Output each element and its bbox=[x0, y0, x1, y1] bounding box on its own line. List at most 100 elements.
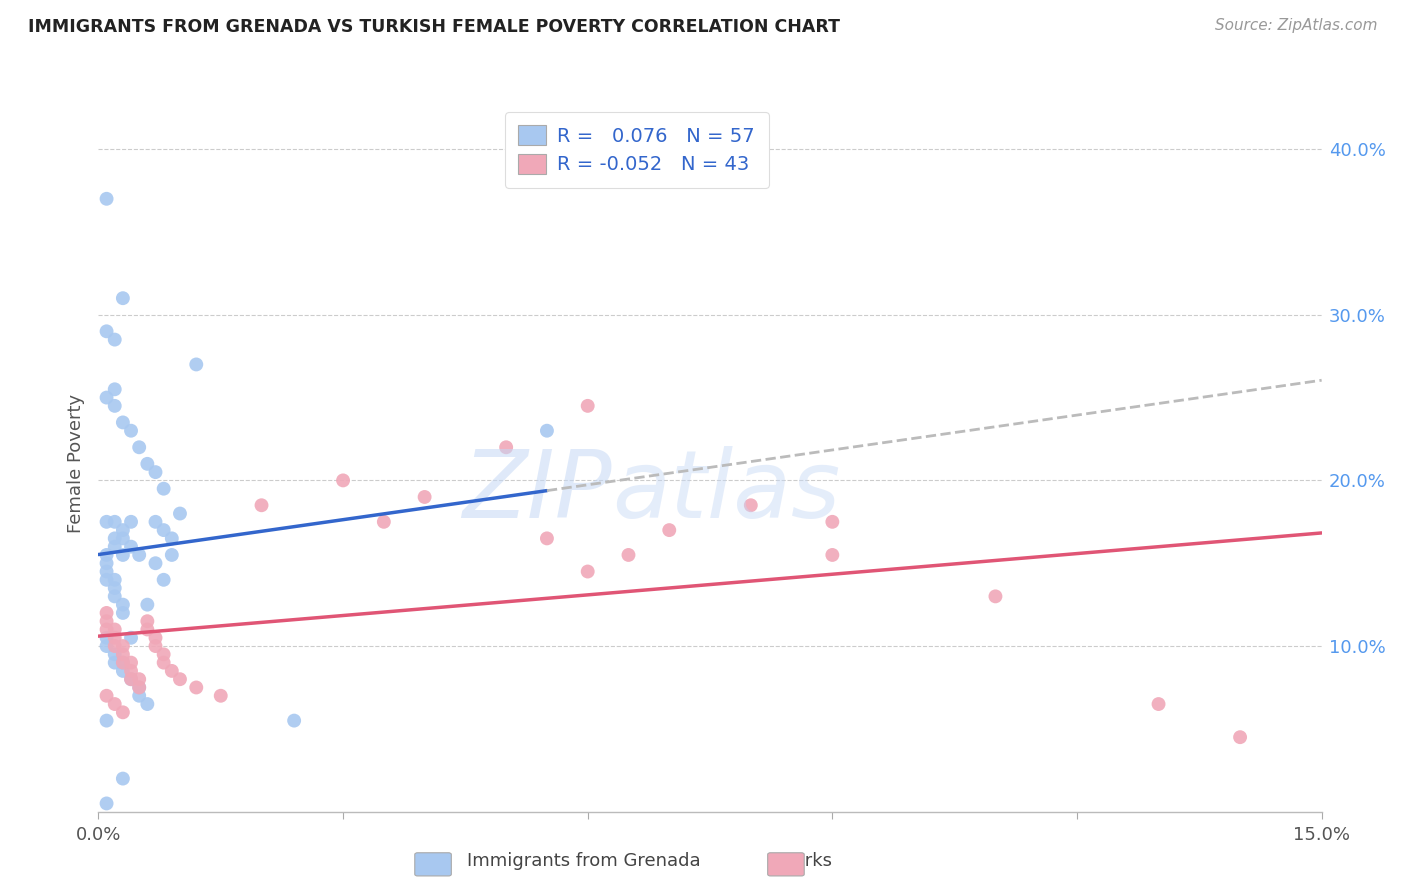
Text: ZIP: ZIP bbox=[463, 446, 612, 537]
Point bbox=[136, 598, 159, 612]
Point bbox=[128, 689, 150, 703]
Point bbox=[111, 772, 134, 786]
Point bbox=[104, 333, 127, 347]
Point bbox=[111, 656, 134, 670]
Text: atlas: atlas bbox=[612, 446, 841, 537]
Point bbox=[111, 416, 134, 430]
Point bbox=[136, 623, 159, 637]
Point bbox=[332, 474, 354, 488]
Point bbox=[96, 714, 118, 728]
Point bbox=[740, 498, 762, 512]
Point bbox=[128, 681, 150, 695]
Point bbox=[821, 548, 844, 562]
Point bbox=[96, 556, 118, 570]
Point bbox=[104, 532, 127, 546]
Point bbox=[104, 581, 127, 595]
Point bbox=[120, 515, 142, 529]
Point bbox=[169, 672, 191, 686]
Point bbox=[136, 614, 159, 628]
Point bbox=[104, 639, 127, 653]
Point bbox=[152, 656, 174, 670]
Point bbox=[104, 573, 127, 587]
Point bbox=[169, 507, 191, 521]
Point bbox=[128, 672, 150, 686]
Point bbox=[186, 681, 208, 695]
Point bbox=[536, 532, 558, 546]
Point bbox=[104, 648, 127, 662]
Point bbox=[658, 523, 681, 537]
Point bbox=[96, 631, 118, 645]
Point bbox=[145, 515, 167, 529]
Point bbox=[1147, 697, 1170, 711]
Legend: R =   0.076   N = 57, R = -0.052   N = 43: R = 0.076 N = 57, R = -0.052 N = 43 bbox=[505, 112, 769, 188]
Point bbox=[120, 672, 142, 686]
Point bbox=[1229, 730, 1251, 744]
Point bbox=[984, 590, 1007, 604]
Point bbox=[152, 523, 174, 537]
Point bbox=[111, 664, 134, 678]
Point bbox=[104, 631, 127, 645]
Point bbox=[104, 540, 127, 554]
Point bbox=[120, 424, 142, 438]
Point bbox=[152, 573, 174, 587]
Point bbox=[111, 291, 134, 305]
Point bbox=[152, 648, 174, 662]
Text: Source: ZipAtlas.com: Source: ZipAtlas.com bbox=[1215, 18, 1378, 33]
Point bbox=[120, 672, 142, 686]
Point bbox=[111, 706, 134, 720]
Point bbox=[128, 440, 150, 454]
Text: Turks: Turks bbox=[785, 852, 832, 870]
Point bbox=[111, 548, 134, 562]
Point bbox=[104, 656, 127, 670]
Y-axis label: Female Poverty: Female Poverty bbox=[66, 394, 84, 533]
Point bbox=[160, 548, 183, 562]
Point bbox=[209, 689, 232, 703]
Point bbox=[160, 664, 183, 678]
Text: IMMIGRANTS FROM GRENADA VS TURKISH FEMALE POVERTY CORRELATION CHART: IMMIGRANTS FROM GRENADA VS TURKISH FEMAL… bbox=[28, 18, 841, 36]
Point bbox=[96, 606, 118, 620]
Point bbox=[104, 697, 127, 711]
Point bbox=[128, 681, 150, 695]
Point bbox=[104, 382, 127, 396]
Point bbox=[128, 548, 150, 562]
Point bbox=[96, 324, 118, 338]
Text: Immigrants from Grenada: Immigrants from Grenada bbox=[467, 852, 700, 870]
Point bbox=[96, 639, 118, 653]
Point bbox=[536, 424, 558, 438]
Point bbox=[120, 656, 142, 670]
Point bbox=[145, 556, 167, 570]
Point bbox=[96, 192, 118, 206]
Point bbox=[111, 598, 134, 612]
Point bbox=[136, 697, 159, 711]
Point bbox=[617, 548, 640, 562]
Point bbox=[111, 648, 134, 662]
Point bbox=[495, 440, 517, 454]
Point bbox=[576, 565, 599, 579]
Point bbox=[145, 631, 167, 645]
Point bbox=[111, 606, 134, 620]
Point bbox=[136, 457, 159, 471]
Point bbox=[96, 614, 118, 628]
Point bbox=[576, 399, 599, 413]
Point bbox=[104, 515, 127, 529]
Point bbox=[160, 532, 183, 546]
Point bbox=[111, 639, 134, 653]
Point bbox=[111, 656, 134, 670]
Point bbox=[152, 482, 174, 496]
Point bbox=[96, 623, 118, 637]
Point bbox=[250, 498, 273, 512]
Point bbox=[111, 532, 134, 546]
Point bbox=[821, 515, 844, 529]
Point bbox=[104, 623, 127, 637]
Point bbox=[96, 515, 118, 529]
Point bbox=[145, 639, 167, 653]
Point bbox=[96, 391, 118, 405]
Point bbox=[104, 590, 127, 604]
Point bbox=[96, 565, 118, 579]
Point bbox=[111, 523, 134, 537]
Point bbox=[120, 631, 142, 645]
Point bbox=[373, 515, 395, 529]
Point bbox=[413, 490, 436, 504]
Point bbox=[96, 573, 118, 587]
Point bbox=[96, 797, 118, 811]
